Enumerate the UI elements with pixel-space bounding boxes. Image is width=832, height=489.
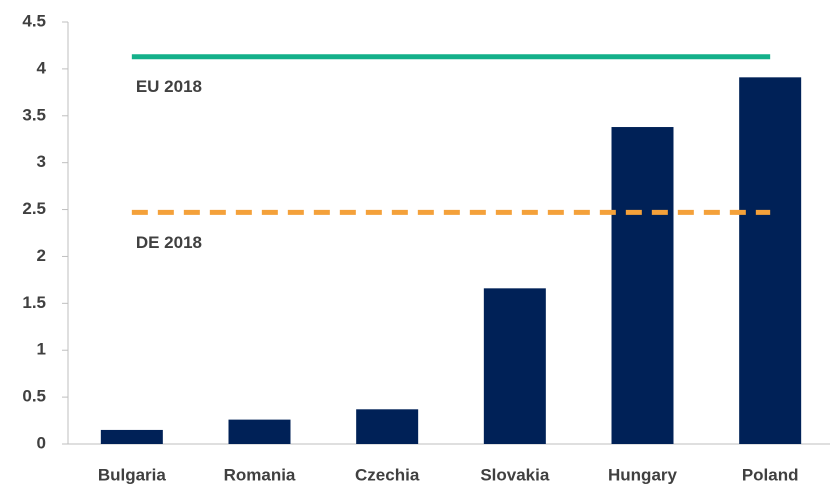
x-tick-label: Romania <box>224 465 296 484</box>
y-tick-label: 1 <box>37 340 46 359</box>
y-tick-label: 2.5 <box>22 199 46 218</box>
bar <box>739 77 802 444</box>
x-tick-label: Hungary <box>608 465 678 484</box>
x-tick-label: Czechia <box>355 465 420 484</box>
bar <box>356 409 419 444</box>
reference-label: EU 2018 <box>136 77 202 96</box>
y-tick-label: 1.5 <box>22 293 46 312</box>
x-tick-label: Bulgaria <box>98 465 167 484</box>
y-tick-label: 4.5 <box>22 11 46 30</box>
y-tick-label: 3.5 <box>22 105 46 124</box>
x-tick-label: Slovakia <box>480 465 550 484</box>
bar <box>611 127 674 444</box>
y-tick-label: 2 <box>37 246 46 265</box>
bar <box>483 288 546 444</box>
y-tick-label: 0.5 <box>22 387 46 406</box>
bar <box>100 429 163 444</box>
x-tick-label: Poland <box>742 465 799 484</box>
y-tick-label: 4 <box>37 58 47 77</box>
y-tick-label: 0 <box>37 433 46 452</box>
reference-label: DE 2018 <box>136 233 202 252</box>
bar <box>228 419 291 444</box>
y-tick-label: 3 <box>37 152 46 171</box>
